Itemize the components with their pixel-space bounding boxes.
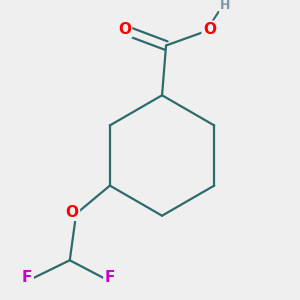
Text: O: O xyxy=(66,205,79,220)
Text: O: O xyxy=(203,22,216,37)
Text: H: H xyxy=(220,0,231,12)
Text: F: F xyxy=(105,270,115,285)
Text: O: O xyxy=(118,22,131,37)
Text: F: F xyxy=(22,270,32,285)
